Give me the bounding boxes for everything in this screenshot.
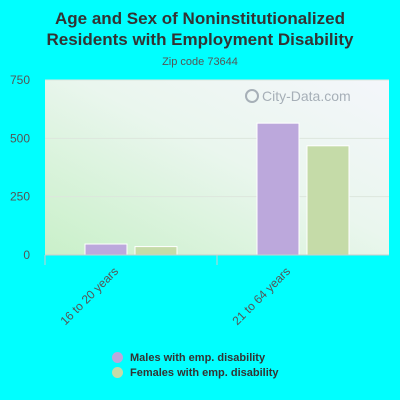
chart-title-line-2: Residents with Employment Disability — [46, 30, 354, 49]
legend-swatch-males — [112, 352, 123, 363]
legend-label-males: Males with emp. disability — [130, 351, 266, 364]
legend-label-females: Females with emp. disability — [130, 366, 279, 379]
bar-females-1 — [306, 145, 350, 256]
legend-item-males: Males with emp. disability — [112, 350, 279, 365]
legend: Males with emp. disability Females with … — [112, 350, 279, 380]
y-tick-label-3: 750 — [10, 73, 30, 87]
chart-title-line-1: Age and Sex of Noninstitutionalized — [55, 9, 345, 28]
x-tick-label-0: 16 to 20 years — [57, 264, 121, 328]
legend-item-females: Females with emp. disability — [112, 365, 279, 380]
bar-males-1 — [256, 122, 300, 256]
chart-subtitle: Zip code 73644 — [162, 56, 238, 68]
x-tick-label-1: 21 to 64 years — [229, 264, 293, 328]
y-tick-label-1: 250 — [10, 190, 30, 204]
watermark-icon — [245, 89, 259, 103]
bar-males-0 — [84, 243, 128, 256]
watermark-text: City-Data.com — [262, 88, 351, 104]
bar-females-0 — [134, 246, 178, 256]
legend-swatch-females — [112, 367, 123, 378]
watermark: City-Data.com — [245, 88, 351, 104]
y-tick-label-2: 500 — [10, 131, 30, 145]
chart-title: Age and Sex of Noninstitutionalized Resi… — [0, 8, 400, 50]
y-tick-label-0: 0 — [23, 248, 30, 262]
